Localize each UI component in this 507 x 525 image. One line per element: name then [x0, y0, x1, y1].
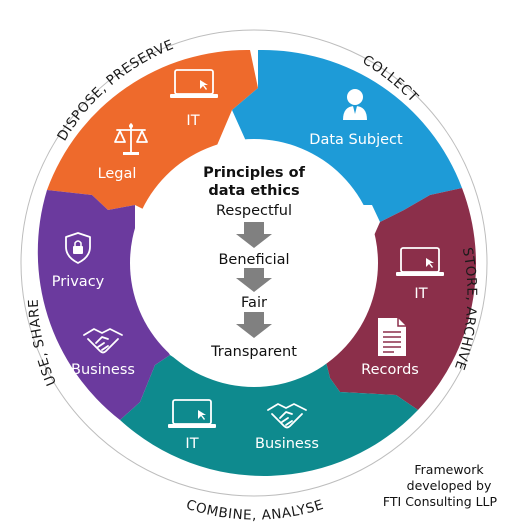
- credit-line1: Framework: [414, 462, 484, 477]
- maroon-it-label: IT: [414, 286, 427, 302]
- segment-maroon: [325, 188, 476, 410]
- down-arrow-icon: [236, 268, 272, 292]
- purple-business-label: Business: [71, 362, 135, 378]
- principle-fair: Fair: [241, 295, 267, 311]
- orange-legal-label: Legal: [98, 166, 137, 182]
- laptop-icon: [168, 399, 216, 428]
- handshake-icon: [83, 328, 123, 354]
- principle-transparent: Transparent: [210, 344, 297, 360]
- principle-respectful: Respectful: [216, 203, 292, 219]
- purple-privacy-label: Privacy: [52, 274, 105, 290]
- handshake-icon: [267, 403, 307, 429]
- laptop-icon: [170, 69, 218, 98]
- laptop-icon: [396, 247, 444, 276]
- outer-ring: [20, 29, 488, 497]
- segment-blue: [232, 49, 462, 223]
- lock-shield-icon: [65, 232, 91, 264]
- orange-it-label: IT: [186, 113, 199, 129]
- down-arrow-icon: [236, 312, 272, 338]
- maroon-records-label: Records: [361, 362, 419, 378]
- center-title-line2: data ethics: [208, 183, 299, 199]
- down-arrow-icon: [236, 222, 272, 248]
- blue-data-subject-label: Data Subject: [309, 132, 403, 148]
- segment-orange: [47, 49, 258, 216]
- user-icon: [343, 89, 367, 120]
- teal-business-label: Business: [255, 436, 319, 452]
- stage-combine-label: COMBINE, ANALYSE: [184, 497, 326, 524]
- principle-beneficial: Beneficial: [218, 252, 289, 268]
- credit-line3: FTI Consulting LLP: [383, 494, 498, 509]
- center-title-line1: Principles of: [203, 165, 305, 181]
- scales-icon: [114, 123, 148, 155]
- credit-line2: developed by: [407, 478, 492, 493]
- segment-teal: [120, 355, 418, 476]
- teal-it-label: IT: [185, 436, 198, 452]
- center-circle: [130, 139, 378, 387]
- document-icon: [378, 318, 406, 356]
